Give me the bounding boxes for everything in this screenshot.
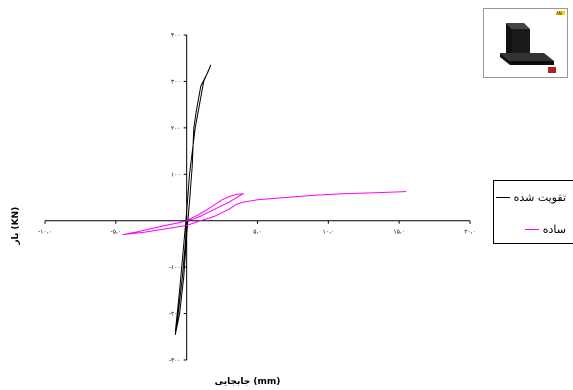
specimen-thumbnail: AN — [483, 8, 568, 78]
legend-label-reinforced: تقویت شده — [513, 190, 566, 204]
y-axis-title: بار (KN) — [11, 207, 21, 246]
legend-item-reinforced: تقویت شده — [495, 190, 566, 204]
y-tick-label: ۲۰۰ — [171, 125, 181, 132]
y-tick-label: ۴۰۰ — [171, 32, 181, 39]
legend-swatch-reinforced — [495, 196, 510, 198]
logo-text: AN — [556, 11, 562, 16]
series-line-1 — [122, 191, 407, 236]
series-line-0 — [174, 64, 212, 335]
legend-item-simple: ساده — [524, 222, 566, 236]
y-tick-label: ۳۰۰ — [171, 78, 181, 85]
y-tick-label: -۲۰۰ — [169, 311, 181, 318]
y-tick-label: -۱۰۰ — [169, 264, 181, 271]
structural-plate-3d-icon: AN — [500, 11, 565, 73]
x-tick-label: ۱۵،۰ — [393, 229, 405, 236]
x-tick-label: -۵،۰ — [111, 229, 122, 236]
y-tick-label: ۱۰۰ — [171, 171, 181, 178]
x-tick-label: ۵،۰ — [253, 229, 261, 236]
y-tick-label: -۳۰۰ — [169, 357, 181, 364]
x-tick-label: ۲۰،۰ — [464, 229, 476, 236]
x-axis-title: جابجایی (mm) — [215, 377, 281, 387]
legend-label-simple: ساده — [542, 222, 566, 236]
x-tick-label: -۱۰،۰ — [38, 229, 52, 236]
legend-swatch-simple — [524, 228, 539, 230]
x-tick-label: ۱۰،۰ — [323, 229, 335, 236]
legend: تقویت شده ساده — [493, 180, 573, 244]
